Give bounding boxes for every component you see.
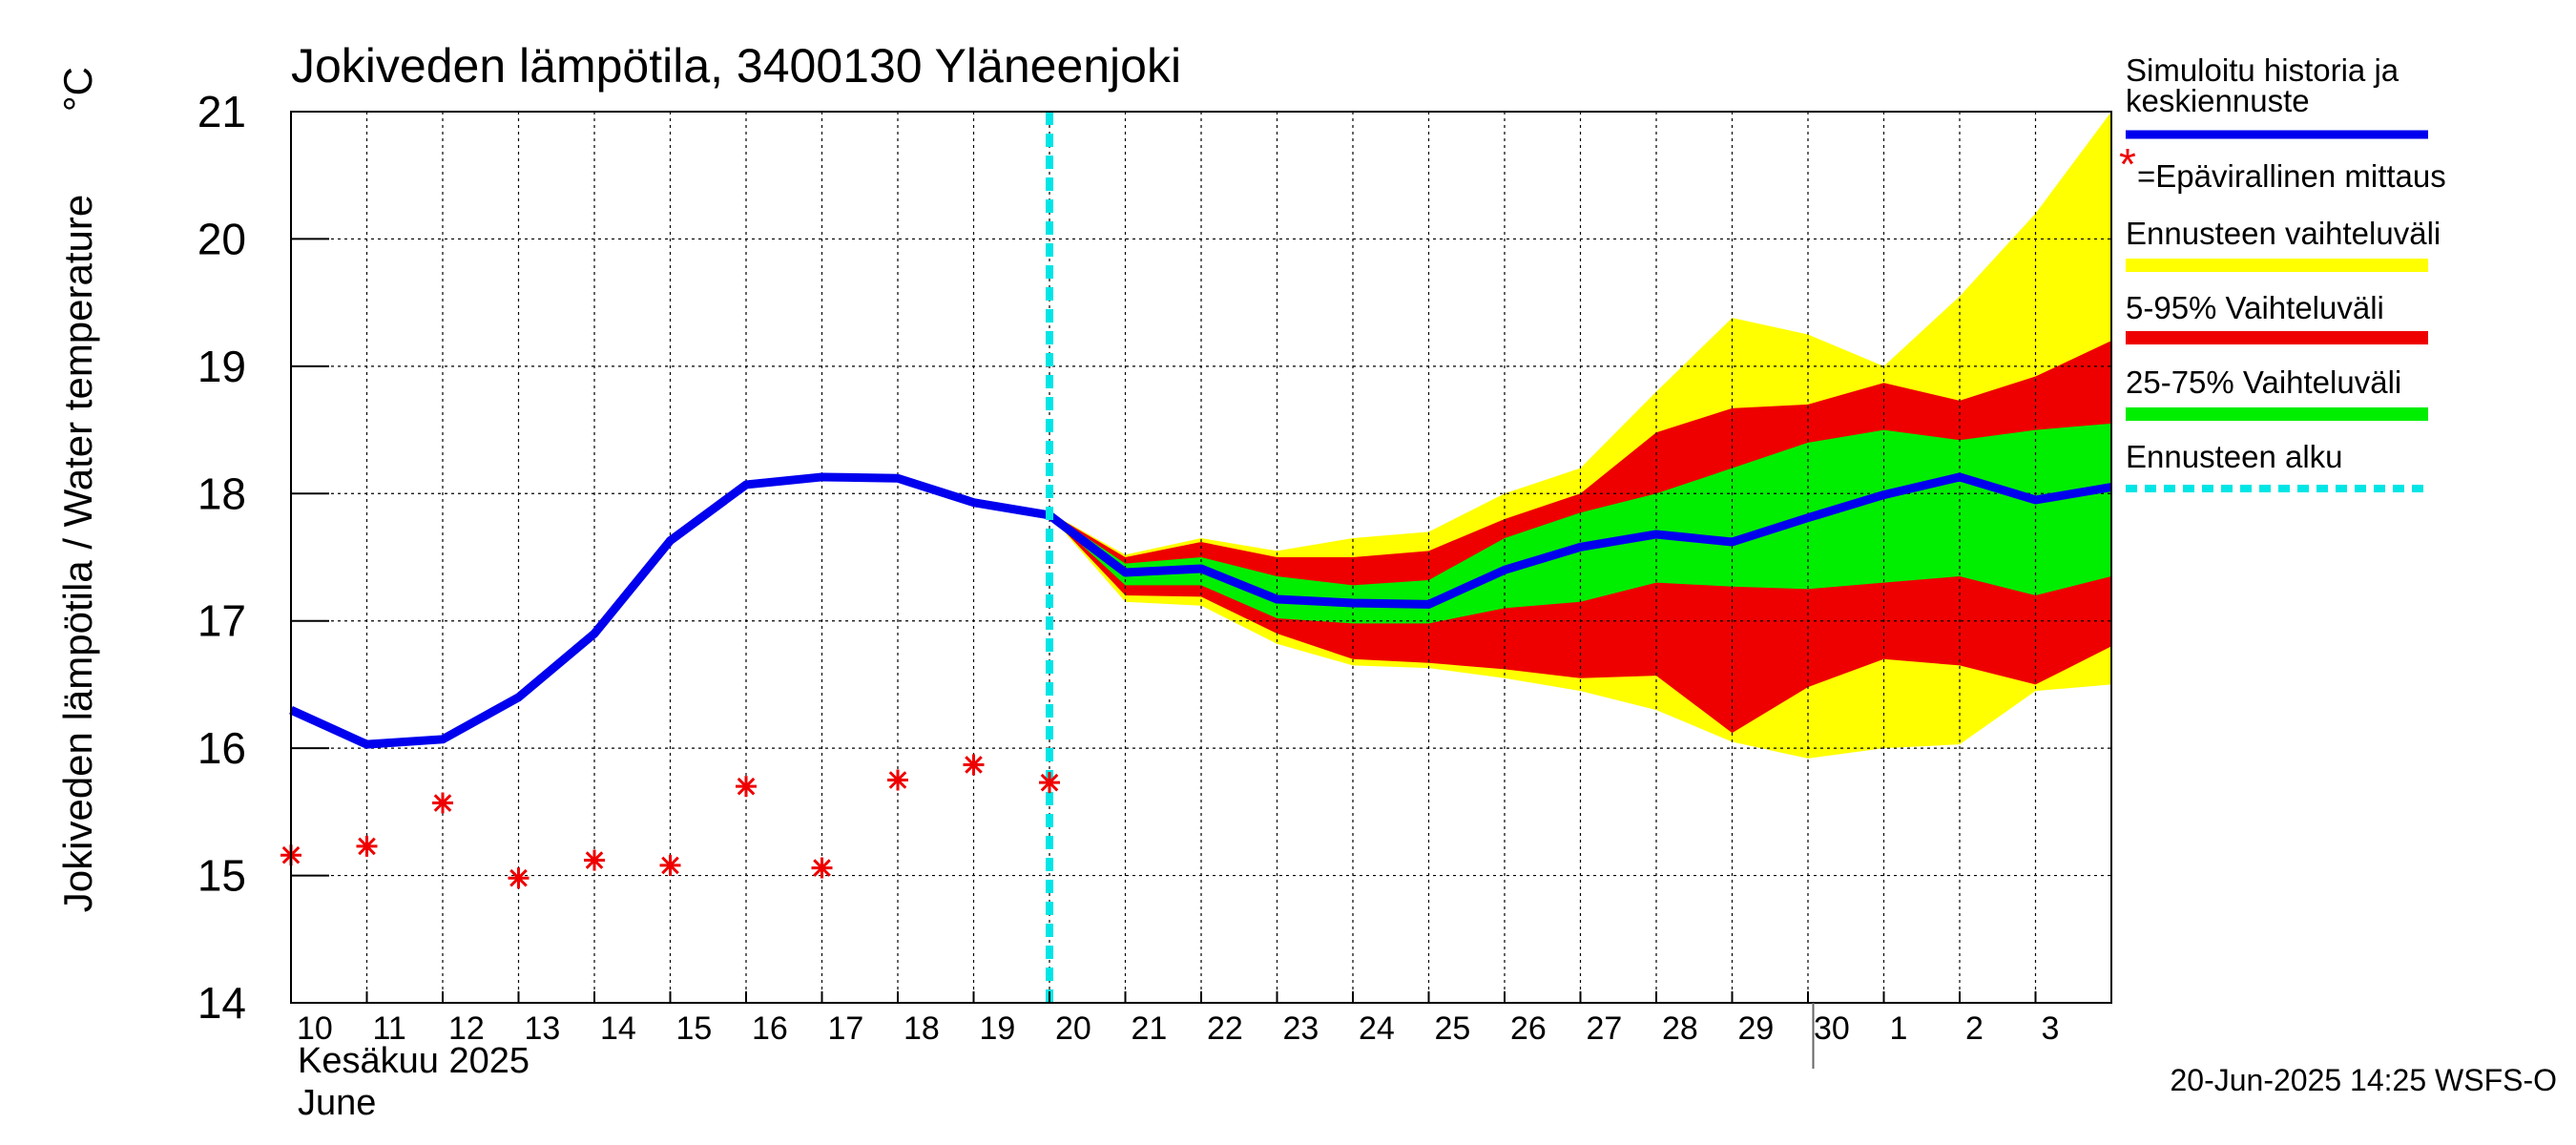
band-polygon bbox=[1049, 423, 2111, 624]
legend-measurement-marker: * bbox=[2119, 139, 2136, 189]
measurement-point bbox=[659, 854, 681, 876]
month-label-en: June bbox=[298, 1083, 376, 1123]
measurement-point bbox=[811, 857, 833, 879]
legend: Simuloitu historia ja keskiennuste * =Ep… bbox=[2119, 52, 2446, 492]
median-line-group bbox=[289, 472, 2112, 749]
x-tick-label: 24 bbox=[1359, 1010, 1395, 1047]
chart-title: Jokiveden lämpötila, 3400130 Yläneenjoki bbox=[291, 39, 1181, 93]
month-label-fi: Kesäkuu 2025 bbox=[298, 1041, 530, 1081]
x-tick-label: 30 bbox=[1814, 1010, 1850, 1047]
measurement-point bbox=[584, 849, 605, 871]
y-tick-label: 19 bbox=[197, 342, 246, 391]
x-tick-label: 11 bbox=[373, 1010, 406, 1047]
y-axis-label: Jokiveden lämpötila / Water temperature bbox=[55, 195, 100, 912]
x-axis-ticks: 10 11 12 13 14 15 16 17 18 19 20 21 22 23 24 25 26 27 28 29… bbox=[290, 991, 2060, 1069]
x-tick-label: 20 bbox=[1055, 1010, 1091, 1047]
x-tick-label: 3 bbox=[2042, 1010, 2060, 1047]
x-tick-label: 23 bbox=[1283, 1010, 1319, 1047]
y-tick-label: 21 bbox=[197, 87, 246, 136]
y-tick-label: 18 bbox=[197, 468, 246, 518]
measurement-point bbox=[887, 769, 908, 791]
legend-forecast-range-label: Ennusteen vaihteluväli bbox=[2126, 216, 2441, 251]
x-tick-label: 22 bbox=[1207, 1010, 1243, 1047]
legend-measurement-label: =Epävirallinen mittaus bbox=[2137, 158, 2446, 194]
x-tick-label: 15 bbox=[676, 1010, 713, 1047]
legend-forecast-start-label: Ennusteen alku bbox=[2126, 439, 2343, 474]
y-tick-label: 20 bbox=[197, 214, 246, 263]
x-tick-label: 2 bbox=[1965, 1010, 1984, 1047]
y-axis-ticks: 14 15 16 17 18 19 20 21 bbox=[197, 87, 329, 1028]
measurement-markers bbox=[280, 754, 1060, 889]
measurement-point bbox=[1039, 772, 1060, 794]
x-tick-label: 14 bbox=[600, 1010, 636, 1047]
measurement-point bbox=[432, 792, 453, 814]
measurement-point bbox=[508, 867, 530, 889]
x-tick-label: 1 bbox=[1890, 1010, 1908, 1047]
measurement-point bbox=[356, 835, 378, 857]
y-tick-label: 14 bbox=[197, 978, 246, 1028]
median-line bbox=[289, 472, 2112, 749]
x-tick-label: 27 bbox=[1587, 1010, 1623, 1047]
legend-5-95-label: 5-95% Vaihteluväli bbox=[2126, 290, 2384, 325]
measurement-point bbox=[963, 754, 985, 776]
y-tick-label: 15 bbox=[197, 851, 246, 901]
x-tick-label: 16 bbox=[752, 1010, 788, 1047]
y-axis-unit: °C bbox=[55, 67, 100, 112]
x-tick-label: 25 bbox=[1435, 1010, 1471, 1047]
legend-25-75-label: 25-75% Vaihteluväli bbox=[2126, 364, 2401, 400]
grid bbox=[291, 112, 2111, 1003]
x-tick-label: 10 bbox=[297, 1010, 333, 1047]
y-tick-label: 16 bbox=[197, 723, 246, 773]
x-tick-label: 26 bbox=[1510, 1010, 1547, 1047]
band-25-75 bbox=[1049, 423, 2111, 624]
x-tick-label: 18 bbox=[904, 1010, 940, 1047]
legend-median-label-1: Simuloitu historia ja bbox=[2126, 52, 2399, 88]
legend-median-label-2: keskiennuste bbox=[2126, 83, 2310, 118]
y-tick-label: 17 bbox=[197, 596, 246, 646]
x-tick-label: 29 bbox=[1738, 1010, 1775, 1047]
measurement-point bbox=[736, 776, 757, 798]
x-tick-label: 13 bbox=[525, 1010, 561, 1047]
x-tick-label: 12 bbox=[448, 1010, 485, 1047]
x-tick-label: 17 bbox=[828, 1010, 864, 1047]
x-tick-label: 21 bbox=[1132, 1010, 1168, 1047]
x-tick-label: 28 bbox=[1662, 1010, 1698, 1047]
footer-timestamp: 20-Jun-2025 14:25 WSFS-O bbox=[2170, 1063, 2557, 1097]
x-tick-label: 19 bbox=[980, 1010, 1016, 1047]
